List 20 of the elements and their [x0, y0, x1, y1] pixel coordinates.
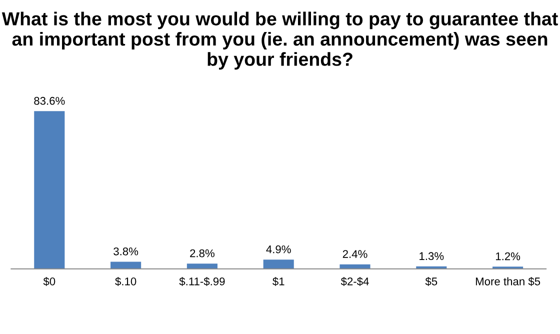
bar — [263, 260, 294, 269]
data-label: 4.9% — [266, 245, 291, 254]
x-tick-label: $5 — [425, 277, 438, 286]
x-tick-label: $2-$4 — [340, 277, 369, 286]
bar — [34, 111, 65, 269]
data-label: 1.3% — [420, 252, 444, 260]
bar — [186, 264, 218, 269]
x-tick-label: $0 — [43, 277, 56, 286]
bar — [340, 264, 370, 269]
bar — [110, 262, 142, 269]
data-label: 3.8% — [114, 247, 138, 256]
x-tick-label: More than $5 — [476, 277, 540, 286]
data-label: 1.2% — [496, 252, 520, 260]
data-label: 2.4% — [342, 250, 368, 258]
x-tick-label: $1 — [272, 277, 284, 286]
x-tick-label: $.11-$.99 — [179, 277, 225, 286]
chart-title: What is the most you would be willing to pay to guarantee that an important post from you (ie. an announcement) was seen by your friends? — [2, 12, 558, 70]
x-tick-label: $.10 — [115, 277, 136, 286]
data-label: 83.6% — [34, 96, 65, 105]
data-label: 2.8% — [190, 249, 214, 258]
